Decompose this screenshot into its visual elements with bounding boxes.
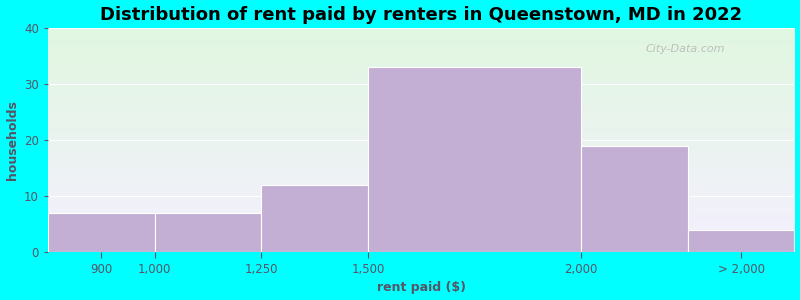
Bar: [581, 146, 688, 253]
Bar: [368, 67, 581, 253]
Bar: [48, 213, 154, 253]
Text: City-Data.com: City-Data.com: [645, 44, 725, 54]
Title: Distribution of rent paid by renters in Queenstown, MD in 2022: Distribution of rent paid by renters in …: [100, 6, 742, 24]
Bar: [154, 213, 262, 253]
Y-axis label: households: households: [6, 100, 18, 180]
Bar: [262, 185, 368, 253]
Bar: [688, 230, 794, 253]
X-axis label: rent paid ($): rent paid ($): [377, 281, 466, 294]
